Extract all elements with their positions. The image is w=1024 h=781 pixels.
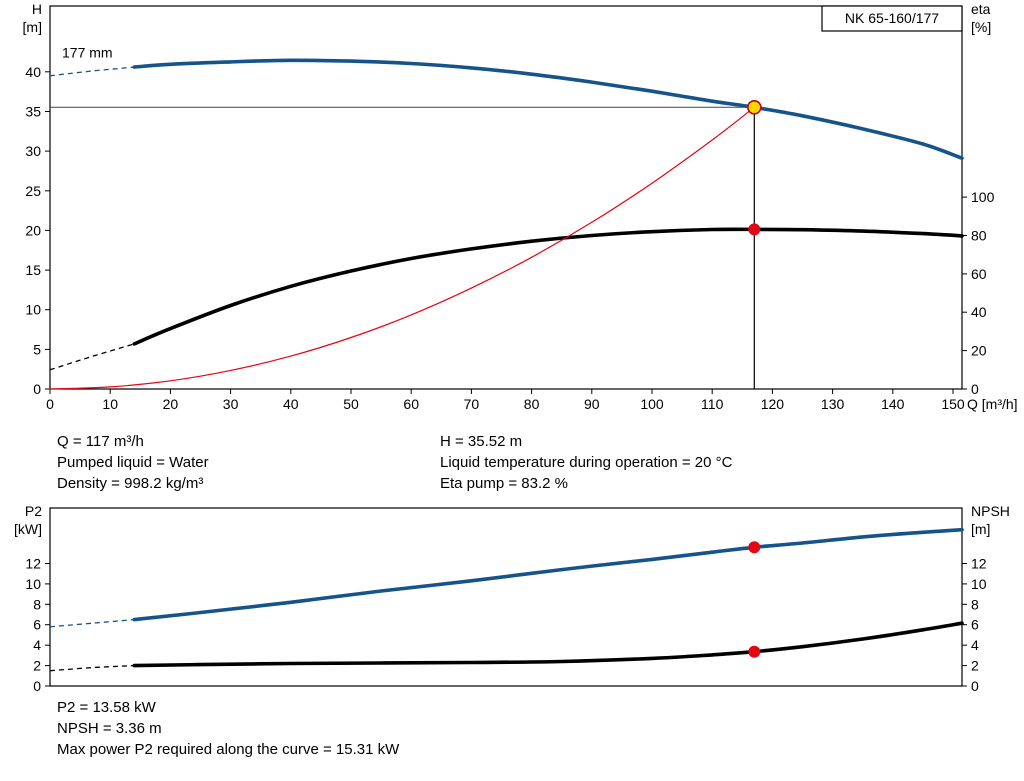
p2-curve-dashed <box>49 618 135 628</box>
x-tick-label: 30 <box>223 396 239 412</box>
operating-point-info: Q = 117 m³/h Pumped liquid = Water Densi… <box>0 431 1024 497</box>
info-npsh: NPSH = 3.36 m <box>57 720 162 737</box>
y-right-tick-label: 0 <box>971 678 979 693</box>
y-left-tick-label: 20 <box>25 222 41 238</box>
head-curve-label: 177 mm <box>62 45 113 61</box>
x-tick-label: 50 <box>343 396 359 412</box>
y-left-tick-label: 0 <box>33 678 41 693</box>
p2-point-marker <box>748 541 761 554</box>
y-right-tick-label: 100 <box>971 189 995 205</box>
info-flow: Q = 117 m³/h <box>57 433 144 450</box>
x-tick-label: 20 <box>163 396 179 412</box>
info-head: H = 35.52 m <box>440 433 523 450</box>
y-right-tick-label: 12 <box>971 556 987 572</box>
x-tick-label: 120 <box>761 396 785 412</box>
y-left-tick-label: 35 <box>25 104 41 120</box>
x-tick-label: 10 <box>102 396 118 412</box>
efficiency-point-marker <box>748 223 761 236</box>
efficiency-curve-dashed <box>49 343 135 371</box>
x-tick-label: 90 <box>584 396 600 412</box>
y-left-tick-label: 30 <box>25 143 41 159</box>
y-right-tick-label: 60 <box>971 266 987 282</box>
info-pumped-liquid: Pumped liquid = Water <box>57 454 209 471</box>
p2-curve <box>132 527 964 622</box>
system-curve <box>49 106 755 390</box>
duty-point-marker <box>746 100 762 115</box>
x-tick-label: 40 <box>283 396 299 412</box>
y-left-tick-label: 10 <box>25 302 41 318</box>
head-curve <box>132 58 964 160</box>
y-left-tick-label: 12 <box>25 556 41 572</box>
x-tick-label: 80 <box>524 396 540 412</box>
p2-npsh-y-right-title: [m] <box>971 521 990 537</box>
y-left-tick-label: 10 <box>25 576 41 592</box>
operating-point-info-right: H = 35.52 m Liquid temperature during op… <box>440 431 732 494</box>
x-tick-label: 70 <box>464 396 480 412</box>
y-left-tick-label: 8 <box>33 596 41 612</box>
info-liquid-temperature: Liquid temperature during operation = 20… <box>440 454 733 471</box>
y-right-tick-label: 80 <box>971 228 987 244</box>
head-efficiency-y-left-axis: 0 5 10 15 20 25 30 35 40 <box>25 64 50 397</box>
x-tick-label: 100 <box>640 396 664 412</box>
y-right-tick-label: 2 <box>971 658 979 674</box>
x-tick-label: 150 <box>941 396 965 412</box>
pump-type-label: NK 65-160/177 <box>845 10 939 26</box>
info-density: Density = 998.2 kg/m³ <box>57 475 204 492</box>
head-efficiency-y-left-title: H <box>32 1 42 17</box>
info-p2: P2 = 13.58 kW <box>57 699 156 716</box>
x-tick-label: 130 <box>821 396 845 412</box>
y-right-tick-label: 10 <box>971 576 987 592</box>
head-efficiency-y-right-title: [%] <box>971 19 991 35</box>
head-efficiency-x-axis-title: Q [m³/h] <box>967 396 1018 412</box>
npsh-curve-dashed <box>49 664 135 672</box>
power-npsh-info: P2 = 13.58 kW NPSH = 3.36 m Max power P2… <box>57 697 399 760</box>
info-max-power: Max power P2 required along the curve = … <box>57 741 400 758</box>
y-right-tick-label: 0 <box>971 381 979 397</box>
p2-npsh-y-right-title: NPSH <box>971 503 1010 519</box>
y-left-tick-label: 4 <box>33 637 41 653</box>
y-left-tick-label: 40 <box>25 64 41 80</box>
pump-type-box <box>821 5 963 32</box>
y-right-tick-label: 6 <box>971 617 979 633</box>
y-left-tick-label: 6 <box>33 617 41 633</box>
y-left-tick-label: 2 <box>33 658 41 674</box>
head-efficiency-x-axis: 0 10 20 30 40 50 60 70 80 90 100 110 120 130 140 150 <box>46 389 965 412</box>
x-tick-label: 140 <box>881 396 905 412</box>
p2-npsh-plot-border <box>49 507 963 687</box>
y-left-tick-label: 15 <box>25 262 41 278</box>
x-tick-label: 0 <box>46 396 54 412</box>
x-tick-label: 110 <box>701 396 724 412</box>
y-right-tick-label: 40 <box>971 304 987 320</box>
info-eta-pump: Eta pump = 83.2 % <box>440 475 568 492</box>
y-left-tick-label: 25 <box>25 183 41 199</box>
head-curve-dashed <box>49 66 135 77</box>
x-tick-label: 60 <box>403 396 419 412</box>
head-efficiency-chart: 0 5 10 15 20 25 30 35 40 0 20 40 60 80 100 0 10 20 30 40 50 6… <box>23 1 1018 412</box>
p2-npsh-chart: 0 2 4 6 8 10 12 0 2 4 6 8 10 12 P2 [kW] NPSH [m] <box>14 503 1010 693</box>
y-right-tick-label: 4 <box>971 637 979 653</box>
operating-point-info-left: Q = 117 m³/h Pumped liquid = Water Densi… <box>57 431 209 494</box>
p2-npsh-y-right-axis: 0 2 4 6 8 10 12 <box>962 556 987 693</box>
y-left-tick-label: 5 <box>33 341 41 357</box>
y-left-tick-label: 0 <box>33 381 41 397</box>
head-efficiency-y-left-title: [m] <box>23 19 42 35</box>
head-efficiency-y-right-axis: 0 20 40 60 80 100 <box>962 189 995 397</box>
npsh-point-marker <box>748 645 761 658</box>
p2-npsh-y-left-axis: 0 2 4 6 8 10 12 <box>25 556 50 693</box>
efficiency-curve <box>132 227 964 346</box>
y-right-tick-label: 20 <box>971 343 987 359</box>
npsh-curve <box>132 621 964 668</box>
p2-npsh-y-left-title: [kW] <box>14 521 42 537</box>
head-efficiency-y-right-title: eta <box>971 1 991 17</box>
y-right-tick-label: 8 <box>971 596 979 612</box>
p2-npsh-y-left-title: P2 <box>25 503 42 519</box>
